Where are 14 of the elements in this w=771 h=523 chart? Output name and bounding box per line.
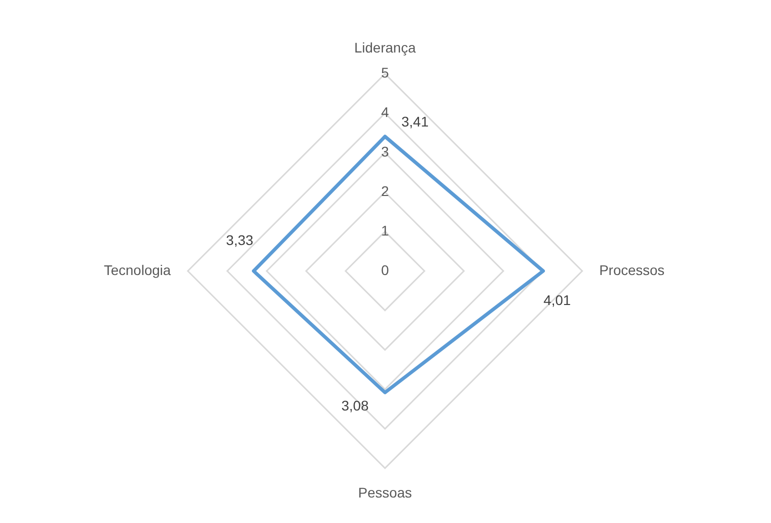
spoke-label: Tecnologia [104,262,172,278]
y-tick-label: 2 [381,182,390,199]
spoke-label: Pessoas [358,484,412,500]
data-label: 3,33 [226,232,254,248]
data-label: 3,08 [341,397,369,414]
y-tick-label: 0 [381,262,390,278]
y-tick-label: 4 [381,104,390,120]
spoke-label: Liderança [354,39,416,56]
y-tick-label: 1 [381,222,390,238]
y-tick-label: 5 [381,64,390,81]
y-tick-label: 3 [381,144,390,160]
data-label: 3,41 [401,113,429,130]
data-label: 4,01 [544,292,571,308]
spoke-label: Processos [599,262,665,278]
